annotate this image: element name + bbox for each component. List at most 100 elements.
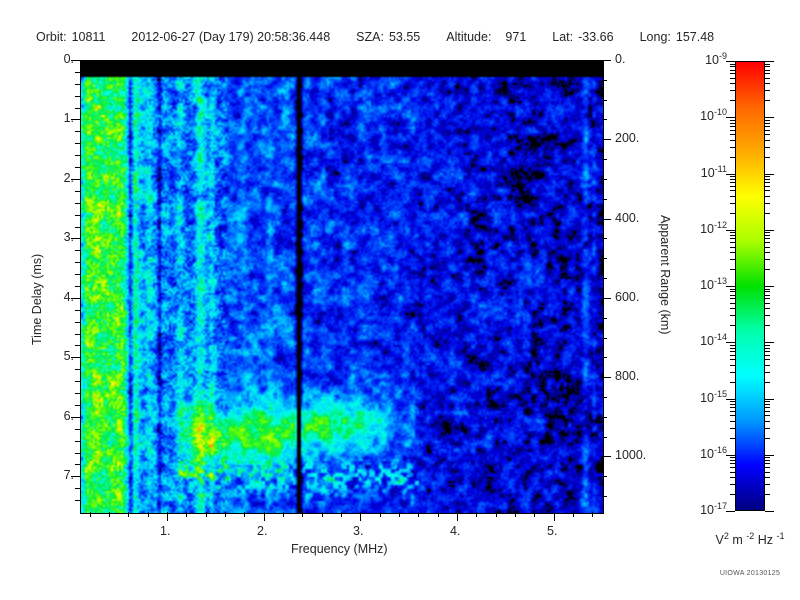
colorbar-minor-tick-right xyxy=(765,70,770,71)
y-axis-tick-label: 2. xyxy=(63,171,74,185)
y-axis-tick-label: 6. xyxy=(63,409,74,423)
y2-axis-major-tick xyxy=(602,219,611,220)
y-axis-minor-tick xyxy=(75,274,80,275)
colorbar-minor-tick-right xyxy=(765,438,770,439)
x-axis-major-tick-top xyxy=(457,60,458,69)
colorbar-major-tick-right xyxy=(765,61,774,62)
colorbar-minor-tick xyxy=(730,203,735,204)
sza-field: SZA: 53.55 xyxy=(356,30,420,44)
colorbar-minor-tick xyxy=(730,348,735,349)
y-axis-minor-tick xyxy=(75,155,80,156)
colorbar-minor-tick xyxy=(730,365,735,366)
colorbar-minor-tick-right xyxy=(765,457,770,458)
colorbar-minor-tick-right xyxy=(765,407,770,408)
altitude-value: 971 xyxy=(505,30,527,44)
spectrogram-heatmap xyxy=(81,61,603,513)
colorbar-minor-tick-right xyxy=(765,120,770,121)
y2-axis-tick-label: 800. xyxy=(615,369,640,383)
colorbar-minor-tick xyxy=(730,259,735,260)
colorbar-minor-tick-right xyxy=(765,428,770,429)
lat-value: -33.66 xyxy=(578,30,614,44)
sza-value: 53.55 xyxy=(388,30,421,44)
colorbar-minor-tick-right xyxy=(765,247,770,248)
y2-axis-tick-label: 0. xyxy=(615,52,626,66)
colorbar-major-tick xyxy=(726,230,735,231)
y2-axis-minor-tick xyxy=(602,397,607,398)
x-axis-minor-tick-top xyxy=(341,60,342,65)
colorbar-major-tick xyxy=(726,511,735,512)
sza-label: SZA: xyxy=(356,30,384,44)
y2-axis-minor-tick xyxy=(602,437,607,438)
colorbar-tick-label: 10-16 xyxy=(700,444,727,461)
y-axis-major-tick xyxy=(71,179,80,180)
x-axis-minor-tick xyxy=(128,512,129,517)
orbit-label: Orbit: xyxy=(36,30,67,44)
y-axis-major-tick xyxy=(71,60,80,61)
colorbar-minor-tick xyxy=(730,415,735,416)
colorbar-major-tick-right xyxy=(765,286,774,287)
colorbar-minor-tick xyxy=(730,100,735,101)
y-axis-minor-tick xyxy=(75,203,80,204)
x-axis-minor-tick-top xyxy=(380,60,381,65)
y-axis-tick-label: 0. xyxy=(63,52,74,66)
colorbar-minor-tick xyxy=(730,438,735,439)
colorbar-major-tick xyxy=(726,61,735,62)
colorbar-minor-tick-right xyxy=(765,359,770,360)
y2-axis-minor-tick xyxy=(602,119,607,120)
y-axis-minor-tick xyxy=(75,453,80,454)
y2-axis-minor-tick xyxy=(602,179,607,180)
y2-axis-major-tick xyxy=(602,60,611,61)
colorbar-minor-tick-right xyxy=(765,269,770,270)
colorbar-minor-tick xyxy=(730,315,735,316)
y2-axis-minor-tick xyxy=(602,278,607,279)
y-axis-minor-tick xyxy=(75,393,80,394)
colorbar-minor-tick xyxy=(730,66,735,67)
y2-axis-tick-label: 1000. xyxy=(615,448,647,462)
colorbar-minor-tick xyxy=(730,484,735,485)
x-axis-tick-label: 5. xyxy=(547,524,558,538)
colorbar-minor-tick xyxy=(730,407,735,408)
colorbar-minor-tick-right xyxy=(765,157,770,158)
y-axis-minor-tick xyxy=(75,191,80,192)
colorbar-tick-label: 10-10 xyxy=(700,106,727,123)
colorbar-minor-tick xyxy=(730,90,735,91)
x-axis-minor-tick xyxy=(244,512,245,517)
colorbar-minor-tick xyxy=(730,467,735,468)
x-axis-minor-tick-top xyxy=(128,60,129,65)
colorbar-minor-tick-right xyxy=(765,64,770,65)
colorbar-tick-label: 10-11 xyxy=(700,163,727,180)
colorbar-minor-tick xyxy=(730,130,735,131)
credit-text: UIOWA 20130125 xyxy=(719,570,781,577)
y-axis-title: Time Delay (ms) xyxy=(30,253,44,345)
colorbar-minor-tick-right xyxy=(765,472,770,473)
colorbar-minor-tick-right xyxy=(765,176,770,177)
x-axis-minor-tick-top xyxy=(244,60,245,65)
colorbar-minor-tick-right xyxy=(765,179,770,180)
y-axis-major-tick xyxy=(71,119,80,120)
colorbar-minor-tick-right xyxy=(765,401,770,402)
long-label: Long: xyxy=(639,30,671,44)
colorbar-minor-tick xyxy=(730,411,735,412)
colorbar-minor-tick-right xyxy=(765,232,770,233)
colorbar-major-tick xyxy=(726,342,735,343)
y-axis-minor-tick xyxy=(75,381,80,382)
colorbar-minor-tick-right xyxy=(765,351,770,352)
units-v: V2 m -2 Hz -1 xyxy=(715,530,785,547)
x-axis-minor-tick-top xyxy=(225,60,226,65)
colorbar-gradient-frame xyxy=(735,61,765,511)
x-axis-minor-tick-top xyxy=(399,60,400,65)
colorbar-major-tick xyxy=(726,399,735,400)
x-axis-minor-tick xyxy=(534,512,535,517)
colorbar-tick-label: 10-9 xyxy=(705,50,727,67)
y-axis-major-tick xyxy=(71,298,80,299)
colorbar-minor-tick xyxy=(730,126,735,127)
colorbar-major-tick xyxy=(726,117,735,118)
y2-axis-minor-tick xyxy=(602,199,607,200)
y-axis-minor-tick xyxy=(75,310,80,311)
x-axis-minor-tick xyxy=(592,512,593,517)
x-axis-tick-label: 3. xyxy=(353,524,364,538)
colorbar-minor-tick xyxy=(730,421,735,422)
colorbar-minor-tick xyxy=(730,404,735,405)
x-axis-major-tick xyxy=(457,512,458,521)
y-axis-minor-tick xyxy=(75,108,80,109)
